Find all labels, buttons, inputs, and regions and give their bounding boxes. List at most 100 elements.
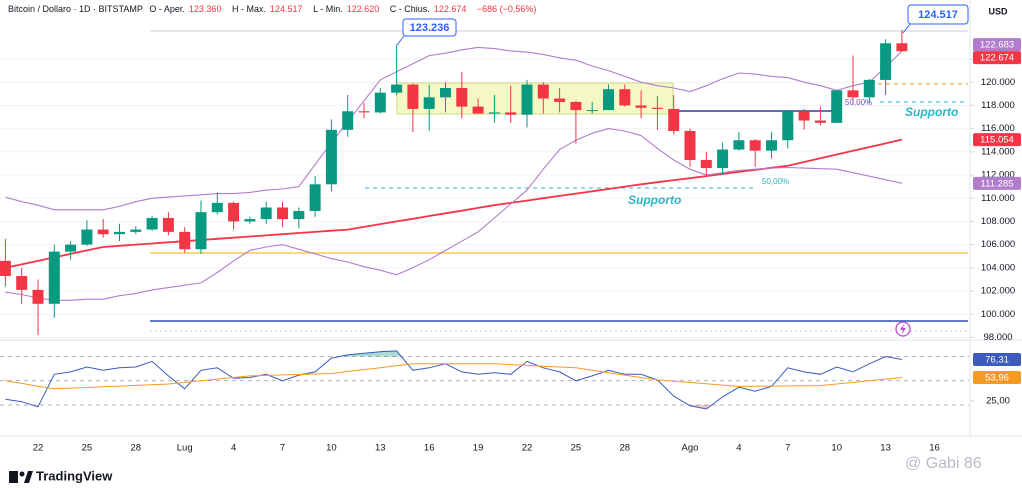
- price-tag-label: 76,31: [985, 355, 1009, 366]
- candle-body: [195, 212, 207, 250]
- rsi-line: [5, 363, 902, 390]
- x-tick-label: Lug: [177, 443, 193, 454]
- logo-text: TradingView: [36, 468, 113, 483]
- candle-body: [440, 88, 451, 98]
- candle-body: [325, 129, 337, 185]
- symbol: Bitcoin / Dollaro · 1D · BITSTAMP: [8, 4, 143, 14]
- candle-body: [733, 140, 745, 150]
- candle-body: [228, 202, 240, 222]
- candle-body: [521, 84, 533, 115]
- overlay-line: [5, 128, 903, 301]
- field-label: H - Max.: [231, 4, 266, 14]
- price-series: [0, 29, 908, 336]
- y-tick-label: 110.000: [981, 193, 1015, 204]
- candle-body: [847, 90, 859, 98]
- callout-pointer: [396, 35, 405, 46]
- candle-body: [162, 217, 174, 232]
- y-tick-label: 104.000: [981, 262, 1015, 273]
- callout: 124.517: [918, 9, 958, 21]
- field-value: 124.517: [270, 4, 303, 14]
- candle-body: [749, 140, 761, 151]
- candle-body: [32, 289, 44, 304]
- candle-body: [407, 84, 419, 109]
- candle-body: [537, 84, 549, 99]
- candle-body: [293, 211, 305, 220]
- candle-body: [65, 244, 77, 252]
- field-value: 122.674: [433, 4, 467, 14]
- candle-body: [260, 207, 272, 220]
- candle-body: [619, 89, 631, 106]
- x-tick-label: Ago: [682, 443, 699, 454]
- price-tag: [973, 353, 1021, 367]
- currency: USD: [988, 6, 1008, 16]
- field-label: O - Aper.: [149, 4, 185, 14]
- rsi-line: [5, 350, 902, 410]
- candle-body: [717, 149, 729, 169]
- y-tick-label: 98.000: [983, 332, 1012, 343]
- candle-body: [97, 229, 109, 235]
- field-value: 122.620: [346, 4, 380, 14]
- candle-body: [586, 110, 598, 112]
- callout-pointer: [902, 23, 911, 34]
- x-tick-label: 22: [33, 443, 44, 454]
- watermark: @ Gabi 86: [905, 455, 982, 472]
- y-tick-label: 106.000: [981, 239, 1015, 250]
- candle-body: [211, 202, 223, 213]
- x-tick-label: 10: [326, 443, 337, 454]
- price-tag: [973, 371, 1021, 385]
- x-tick-label: 4: [736, 443, 741, 454]
- field-label: L - Min.: [313, 4, 343, 14]
- candle-body: [244, 219, 256, 222]
- y-tick-label: 118.000: [981, 100, 1015, 111]
- x-tick-label: 25: [571, 443, 582, 454]
- change: −686 (−0,56%): [476, 4, 537, 14]
- x-tick-label: 25: [82, 443, 93, 454]
- alert-icon-bolt: [900, 324, 906, 334]
- y-tick-label: 100.000: [981, 309, 1015, 320]
- price-tag: [973, 176, 1021, 190]
- candle-body: [358, 111, 370, 113]
- x-tick-label: 13: [880, 443, 891, 454]
- y-tick-label: 112.000: [981, 170, 1015, 181]
- annotation: Supporto: [628, 193, 681, 207]
- y-tick-label: 116.000: [981, 123, 1015, 134]
- annotation: Supporto: [905, 105, 958, 119]
- x-tick-label: 16: [424, 443, 435, 454]
- x-tick-label: 13: [375, 443, 386, 454]
- field-label: C - Chius.: [389, 4, 430, 14]
- logo-mark: [19, 471, 25, 477]
- candle-body: [488, 112, 500, 114]
- x-tick-label: 7: [785, 443, 790, 454]
- price-tag: [973, 38, 1021, 52]
- field-value: 123.360: [188, 4, 222, 14]
- y-tick-label: 114.000: [981, 146, 1015, 157]
- candle-body: [391, 84, 403, 93]
- x-tick-label: 22: [522, 443, 533, 454]
- fib-label: 50,00%: [762, 177, 789, 186]
- callout-box: [402, 18, 457, 37]
- x-tick-label: 28: [131, 443, 142, 454]
- candle-body: [423, 97, 435, 109]
- candle-body: [684, 130, 696, 160]
- candle-body: [114, 231, 125, 235]
- candle-body: [880, 43, 892, 80]
- y-tick-label: 102.000: [981, 286, 1015, 297]
- candle-body: [48, 251, 60, 304]
- candle-body: [81, 229, 93, 245]
- candle-body: [309, 184, 321, 211]
- candle-body: [146, 217, 158, 230]
- price-tag-label: 122.674: [980, 53, 1014, 64]
- candle-body: [456, 88, 468, 107]
- logo-mark: [24, 471, 33, 483]
- price-tag-label: 111.285: [981, 178, 1014, 189]
- candle-body: [668, 108, 680, 131]
- overlay-line: [5, 46, 903, 211]
- x-tick-label: 19: [473, 443, 484, 454]
- candle-body: [798, 111, 810, 121]
- y-tick-label: 120.000: [981, 77, 1015, 88]
- candle-body: [603, 89, 614, 111]
- logo[interactable]: TradingView: [9, 468, 113, 483]
